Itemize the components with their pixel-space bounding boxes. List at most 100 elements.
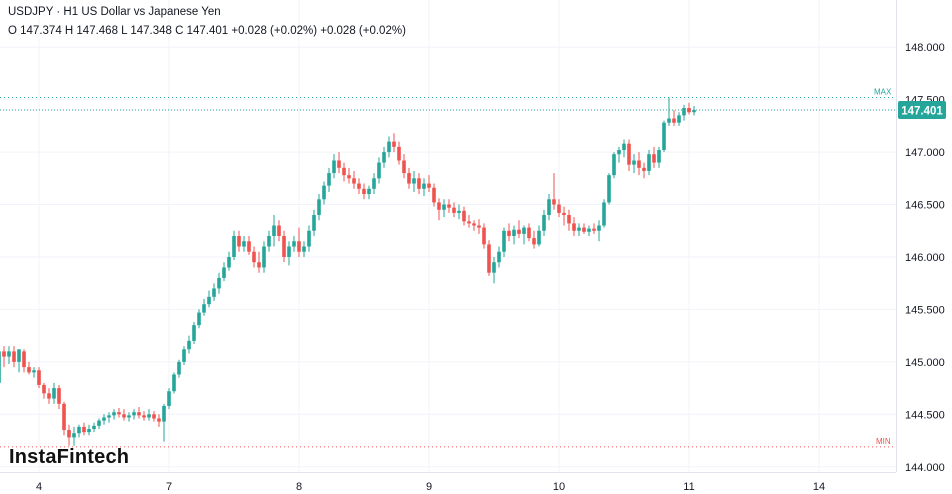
symbol-label[interactable]: USDJPY	[8, 6, 54, 18]
candle[interactable]	[522, 225, 526, 245]
candle[interactable]	[422, 178, 426, 197]
candle[interactable]	[572, 217, 576, 236]
candle[interactable]	[252, 246, 256, 268]
candle[interactable]	[57, 384, 61, 410]
candle[interactable]	[402, 154, 406, 179]
candle[interactable]	[187, 335, 191, 354]
candle[interactable]	[527, 223, 531, 242]
candle[interactable]	[597, 220, 601, 242]
candle[interactable]	[387, 136, 391, 158]
candle[interactable]	[352, 170, 356, 189]
candle[interactable]	[432, 183, 436, 207]
candle[interactable]	[577, 223, 581, 236]
candle[interactable]	[32, 367, 36, 378]
candle[interactable]	[267, 230, 271, 252]
candle[interactable]	[222, 262, 226, 282]
candle[interactable]	[542, 209, 546, 236]
candle[interactable]	[507, 223, 511, 242]
candle[interactable]	[212, 283, 216, 302]
timeframe-label[interactable]: H1	[63, 6, 79, 18]
candle[interactable]	[447, 199, 451, 213]
candle[interactable]	[412, 170, 416, 192]
candle[interactable]	[327, 167, 331, 192]
candle[interactable]	[472, 220, 476, 231]
candle[interactable]	[102, 414, 106, 425]
candle[interactable]	[687, 102, 691, 115]
candle[interactable]	[247, 236, 251, 255]
candle[interactable]	[517, 220, 521, 239]
candle[interactable]	[237, 230, 241, 252]
candle[interactable]	[642, 162, 646, 179]
candle[interactable]	[652, 146, 656, 168]
candle[interactable]	[512, 225, 516, 245]
candle[interactable]	[612, 152, 616, 179]
candle[interactable]	[47, 388, 51, 404]
candle[interactable]	[587, 225, 591, 236]
candle[interactable]	[97, 418, 101, 429]
candle[interactable]	[537, 225, 541, 247]
candle[interactable]	[407, 167, 411, 189]
candle[interactable]	[202, 298, 206, 316]
candle[interactable]	[492, 256, 496, 284]
candle[interactable]	[377, 157, 381, 184]
candle[interactable]	[117, 408, 121, 418]
candle[interactable]	[437, 198, 441, 221]
candle[interactable]	[37, 367, 41, 389]
candle[interactable]	[262, 241, 266, 273]
candle[interactable]	[62, 401, 66, 436]
candle[interactable]	[547, 194, 551, 221]
candle[interactable]	[442, 199, 446, 218]
candle[interactable]	[152, 411, 156, 422]
candle[interactable]	[302, 241, 306, 257]
candle[interactable]	[137, 406, 141, 419]
candle[interactable]	[107, 412, 111, 423]
candle[interactable]	[662, 120, 666, 153]
candle[interactable]	[392, 133, 396, 153]
candle[interactable]	[567, 209, 571, 231]
candle[interactable]	[112, 409, 116, 420]
candle[interactable]	[27, 361, 31, 375]
candle[interactable]	[347, 167, 351, 184]
candle[interactable]	[342, 162, 346, 182]
candle[interactable]	[417, 173, 421, 195]
candle[interactable]	[427, 175, 431, 192]
candle[interactable]	[497, 246, 501, 268]
candle[interactable]	[562, 206, 566, 226]
candle[interactable]	[197, 309, 201, 329]
candle[interactable]	[307, 225, 311, 252]
candle[interactable]	[52, 382, 56, 404]
candle[interactable]	[42, 382, 46, 399]
candle[interactable]	[667, 97, 671, 126]
candle[interactable]	[332, 154, 336, 179]
candle[interactable]	[482, 223, 486, 249]
candle[interactable]	[167, 388, 171, 410]
candle[interactable]	[7, 346, 11, 364]
candle[interactable]	[192, 322, 196, 345]
candle[interactable]	[287, 241, 291, 266]
candle[interactable]	[477, 219, 481, 234]
candle[interactable]	[157, 414, 161, 427]
candle[interactable]	[322, 181, 326, 205]
candle[interactable]	[502, 227, 506, 257]
candle[interactable]	[357, 178, 361, 195]
candle[interactable]	[92, 422, 96, 433]
candle[interactable]	[232, 230, 236, 261]
candle[interactable]	[677, 112, 681, 126]
candle[interactable]	[397, 141, 401, 165]
candle[interactable]	[602, 199, 606, 228]
candle[interactable]	[162, 403, 166, 442]
candle[interactable]	[592, 223, 596, 234]
candle[interactable]	[312, 209, 316, 236]
candle[interactable]	[452, 202, 456, 218]
candle[interactable]	[282, 230, 286, 263]
candle[interactable]	[12, 346, 16, 368]
candle[interactable]	[622, 139, 626, 158]
candle[interactable]	[207, 290, 211, 308]
candle[interactable]	[672, 110, 676, 126]
candle[interactable]	[607, 173, 611, 205]
candle[interactable]	[647, 149, 651, 176]
candle[interactable]	[227, 251, 231, 271]
candle[interactable]	[177, 359, 181, 378]
candle[interactable]	[182, 346, 186, 366]
